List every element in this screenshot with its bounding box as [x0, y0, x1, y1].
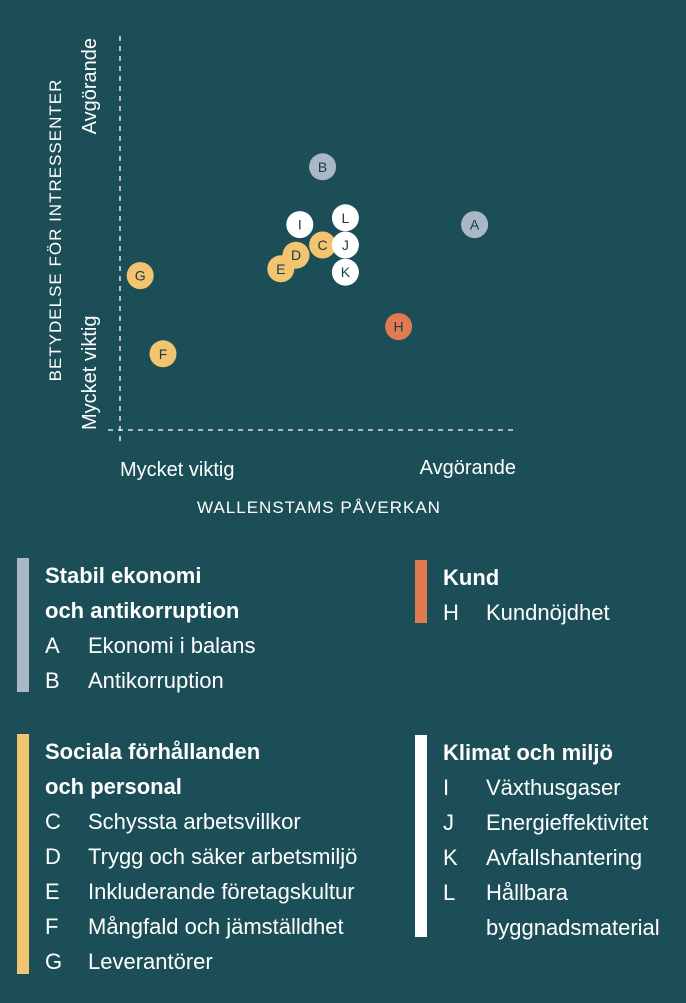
point-h: H: [385, 313, 413, 341]
legend-sociala-title-1: Sociala förhållanden: [45, 739, 261, 764]
legend-item: B Antikorruption: [45, 663, 397, 698]
legend-item-label: Inkluderande företagskultur: [88, 879, 355, 904]
point-marker: [309, 231, 337, 259]
point-a: A: [461, 211, 489, 239]
legend-item-letter: L: [443, 880, 456, 905]
legend-item-letter: [443, 910, 486, 945]
legend-item-label: Schyssta arbetsvillkor: [88, 809, 301, 834]
legend-item-letter: E: [45, 879, 60, 904]
point-marker: [286, 211, 314, 239]
legend-klimat: Klimat och miljö I Växthusgaser J Energi…: [415, 735, 683, 945]
legend-item-label: Kundnöjdhet: [486, 600, 610, 625]
legend-item-label: Antikorruption: [88, 668, 224, 693]
legend-ekonomi-title-2: och antikorruption: [45, 598, 240, 623]
legend-kund-bar: [415, 560, 427, 623]
legend-sociala-bar: [17, 734, 29, 974]
legend-item-label: Mångfald och jämställdhet: [88, 914, 344, 939]
legend-kund-title: Kund: [443, 565, 500, 590]
y-tick-low: Mycket viktig: [79, 316, 101, 430]
point-e: E: [267, 255, 295, 283]
legend-item-label: Leverantörer: [88, 949, 213, 974]
point-marker: [331, 258, 359, 286]
legend-klimat-title: Klimat och miljö: [443, 740, 613, 765]
point-j: J: [331, 231, 359, 259]
point-label: H: [394, 319, 404, 335]
x-axis-label: WALLENSTAMS PÅVERKAN: [197, 498, 441, 517]
point-label: L: [342, 210, 350, 226]
legend-item-label: Ekonomi i balans: [88, 633, 256, 658]
legend-item-letter: D: [45, 844, 61, 869]
points-layer: A B C DE F G H I JK L: [126, 153, 489, 368]
point-marker: [126, 262, 154, 290]
x-tick-low: Mycket viktig: [120, 459, 234, 481]
legend-item-label: Energieffektivitet: [486, 810, 649, 835]
x-tick-high: Avgörande: [420, 457, 516, 479]
point-label: F: [159, 346, 168, 362]
y-axis-label: BETYDELSE FÖR INTRESSENTER: [46, 79, 65, 382]
legend-klimat-bar: [415, 735, 427, 937]
legend-item-letter: C: [45, 809, 61, 834]
point-label: K: [341, 264, 351, 280]
point-k: K: [331, 258, 359, 286]
legend-sociala-title-2: och personal: [45, 774, 182, 799]
materiality-matrix: Mycket viktig Avgörande WALLENSTAMS PÅVE…: [46, 36, 518, 517]
legend-item-letter: H: [443, 600, 459, 625]
legend-item-letter: F: [45, 914, 59, 939]
legend-ekonomi: Stabil ekonomi och antikorruption A Ekon…: [17, 558, 397, 698]
legend-item-letter: I: [443, 775, 450, 800]
point-marker: [309, 153, 337, 181]
legend-item-letter: A: [45, 633, 60, 658]
legend-ekonomi-title-1: Stabil ekonomi: [45, 563, 202, 588]
point-marker: [149, 340, 177, 368]
legend-item: H Kundnöjdhet: [443, 595, 675, 630]
legend-item: A Ekonomi i balans: [45, 628, 397, 663]
point-label: B: [318, 159, 327, 175]
legend-item: G Leverantörer: [45, 944, 407, 979]
legend-item: J Energieffektivitet: [443, 805, 683, 840]
point-marker: [331, 204, 359, 232]
point-b: B: [309, 153, 337, 181]
legend-sociala: Sociala förhållanden och personal C Schy…: [17, 734, 407, 979]
point-c: C: [309, 231, 337, 259]
legend-ekonomi-bar: [17, 558, 29, 692]
point-label: D: [291, 247, 301, 263]
legend-item-label: Avfallshantering: [486, 845, 643, 870]
legend-item-label: byggnadsmaterial: [486, 915, 660, 940]
point-i: I: [286, 211, 314, 239]
point-marker: [267, 255, 295, 283]
legend-item: byggnadsmaterial: [443, 910, 683, 945]
point-marker: [331, 231, 359, 259]
point-label: I: [298, 217, 302, 233]
point-marker: [385, 313, 413, 341]
point-label: A: [470, 217, 480, 233]
point-f: F: [149, 340, 177, 368]
legend-item: E Inkluderande företagskultur: [45, 874, 407, 909]
legend-item-letter: K: [443, 845, 458, 870]
point-g: G: [126, 262, 154, 290]
legend-item-letter: G: [45, 949, 63, 974]
legend-item-letter: B: [45, 668, 60, 693]
legend-item-label: Hållbara: [486, 880, 568, 905]
point-label: C: [318, 237, 328, 253]
legend-item: D Trygg och säker arbetsmiljö: [45, 839, 407, 874]
legend-item: I Växthusgaser: [443, 770, 683, 805]
legend-item-label: Växthusgaser: [486, 775, 621, 800]
point-label: E: [276, 261, 285, 277]
legend-item-letter: J: [443, 810, 454, 835]
legend-kund: Kund H Kundnöjdhet: [415, 560, 675, 630]
point-l: L: [331, 204, 359, 232]
point-label: J: [342, 237, 349, 253]
y-tick-high: Avgörande: [79, 38, 101, 134]
legend-item: C Schyssta arbetsvillkor: [45, 804, 407, 839]
point-marker: [461, 211, 489, 239]
point-label: G: [135, 268, 146, 284]
legend-item: F Mångfald och jämställdhet: [45, 909, 407, 944]
legend-item-label: Trygg och säker arbetsmiljö: [88, 844, 358, 869]
legend-item: L Hållbara: [443, 875, 683, 910]
legend-item: K Avfallshantering: [443, 840, 683, 875]
